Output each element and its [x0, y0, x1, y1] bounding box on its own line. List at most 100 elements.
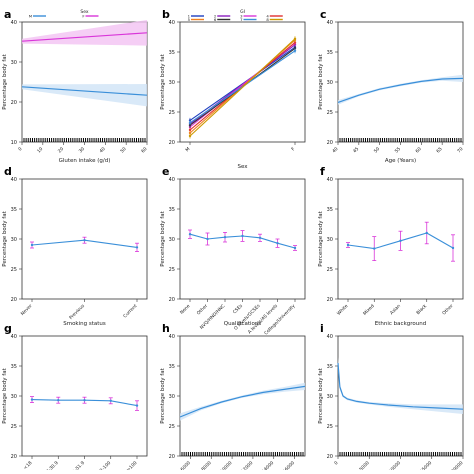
y-axis-label: Percentage body fat	[160, 367, 166, 423]
x-tick-label: 20	[57, 146, 65, 154]
data-point	[57, 399, 60, 402]
panel-letter: i	[320, 322, 324, 335]
x-tick-label: 60	[140, 146, 148, 154]
y-tick-label: 25	[169, 424, 175, 430]
y-tick-label: 40	[327, 177, 333, 183]
y-tick-label: 30	[169, 394, 175, 400]
x-tick-label: 14000	[261, 460, 275, 470]
legend-label: 8	[266, 17, 269, 22]
rug-plot	[339, 138, 462, 142]
y-tick-label: 40	[11, 334, 17, 340]
y-axis-label: Percentage body fat	[2, 367, 8, 423]
x-tick-label: Other	[441, 303, 454, 316]
confidence-band	[180, 382, 305, 421]
y-tick-label: 25	[327, 267, 333, 273]
panel-letter: b	[162, 8, 170, 21]
x-tick-label: A levels/AS levels	[247, 303, 280, 336]
y-tick-label: 30	[327, 394, 333, 400]
panel-f: f 20 25 30 35 40 White Mixed Asian Black Other Ethn…	[318, 165, 464, 327]
confidence-band	[338, 74, 463, 105]
x-tick-label: 65	[435, 146, 443, 154]
panel-letter: d	[4, 165, 12, 178]
y-axis-label: Percentage body fat	[2, 210, 8, 266]
data-point	[188, 128, 192, 132]
rug-plot	[23, 138, 146, 142]
x-tick-label: 6000	[179, 460, 191, 470]
x-tick-label: 0	[17, 146, 23, 152]
x-tick-label: Other	[196, 303, 209, 316]
x-tick-label: White	[336, 303, 350, 317]
y-tick-label: 20	[327, 140, 333, 146]
x-tick-label: 10	[36, 146, 44, 154]
y-tick-label: 35	[327, 50, 333, 56]
y-axis-label: Percentage body fat	[160, 53, 166, 109]
data-point	[30, 398, 34, 401]
data-point	[188, 134, 192, 138]
y-tick-label: 35	[11, 207, 17, 213]
data-point	[83, 399, 86, 402]
data-point	[293, 49, 297, 52]
y-tick-label: 40	[11, 20, 17, 26]
x-tick-label: 45	[352, 146, 360, 154]
x-tick-label: Asian	[389, 303, 402, 316]
legend-label: M	[29, 14, 32, 19]
y-tick-label: 40	[169, 177, 175, 183]
x-axis-label: Age (Years)	[385, 158, 416, 164]
y-axis-label: Percentage body fat	[2, 53, 8, 109]
x-tick-label: 70	[456, 146, 464, 154]
data-point	[293, 246, 297, 250]
legend-label: 5	[188, 17, 191, 22]
x-axis-label: Smoking status	[63, 321, 106, 327]
x-axis-label: Qualifications	[224, 321, 262, 327]
x-axis-label: Gluten intake (g/d)	[59, 158, 111, 164]
x-tick-label: 8000	[200, 460, 212, 470]
y-tick-label: 25	[327, 110, 333, 116]
legend-label: 1	[188, 14, 191, 19]
y-tick-label: 35	[169, 364, 175, 370]
x-tick-label: Previous	[68, 303, 86, 321]
series-line	[21, 32, 148, 42]
y-tick-label: 20	[169, 297, 175, 303]
panel-d: d 20 25 30 35 40 Never Previous Current Smoking s…	[2, 165, 148, 327]
x-tick-label: 5000	[358, 460, 370, 470]
data-point	[30, 243, 34, 247]
data-point	[188, 121, 192, 125]
legend-label: 3	[240, 14, 243, 19]
panel-c: c 20 25 30 35 40 40 45 50 55 60 65 70 Age (Years) Perc…	[318, 8, 465, 164]
x-tick-label: CSEs	[232, 303, 245, 316]
y-tick-label: 20	[169, 140, 175, 146]
y-tick-label: 30	[11, 60, 17, 66]
data-point	[346, 243, 350, 247]
data-point	[109, 399, 112, 402]
legend: Sex M F	[29, 9, 99, 19]
y-tick-label: 35	[169, 50, 175, 56]
y-tick-label: 20	[327, 297, 333, 303]
legend-label: 4	[266, 14, 269, 19]
data-point	[451, 246, 455, 250]
x-tick-label: 12000	[240, 460, 254, 470]
x-tick-label: None	[179, 303, 192, 316]
legend: GI 1 2 3 4 5 6 7 8	[188, 9, 283, 22]
series-line	[179, 385, 306, 418]
x-tick-label: Black	[415, 303, 428, 316]
confidence-band	[22, 84, 147, 107]
x-tick-label: 18-30.9	[43, 460, 60, 470]
data-point	[223, 236, 227, 239]
y-tick-label: 10	[11, 140, 17, 146]
y-tick-label: 30	[11, 394, 17, 400]
plot-frame	[337, 335, 464, 457]
x-tick-label: 10000	[219, 460, 233, 470]
y-tick-label: 20	[11, 100, 17, 106]
y-tick-label: 25	[169, 267, 175, 273]
legend-label: 2	[214, 14, 217, 19]
y-tick-label: 20	[169, 454, 175, 460]
data-point	[425, 231, 428, 235]
x-tick-label: >100	[125, 460, 138, 470]
legend-label: 7	[240, 17, 243, 22]
x-tick-label: 55	[394, 146, 402, 154]
x-tick-label: 10000	[388, 460, 402, 470]
x-tick-label: 50	[119, 146, 127, 154]
